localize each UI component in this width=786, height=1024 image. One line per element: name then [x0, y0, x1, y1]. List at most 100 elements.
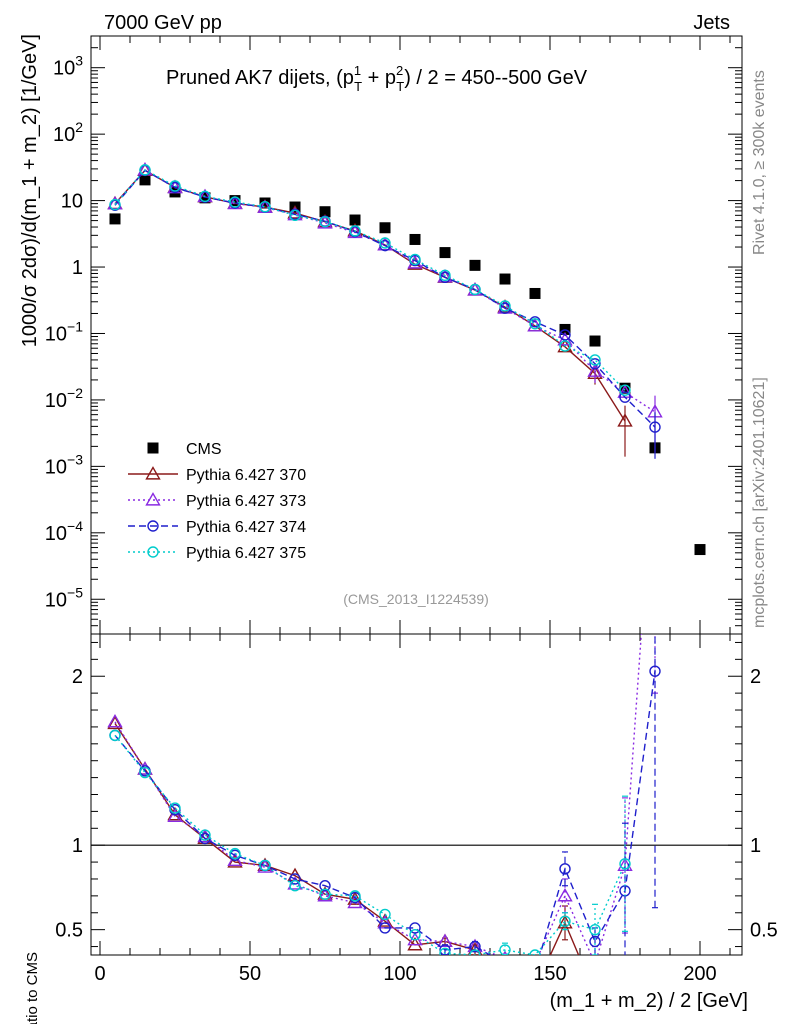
ratio-point: [349, 890, 361, 902]
data-point: [529, 287, 541, 299]
xtick-label: 100: [383, 963, 416, 985]
ratio-ytick-label-right: 0.5: [750, 920, 778, 942]
main-ytick-label: 10−5: [45, 584, 83, 611]
data-point: [349, 225, 361, 237]
ratio-point: [379, 908, 391, 921]
ratio-point: [529, 949, 541, 955]
legend-entry: Pythia 6.427 370: [128, 466, 306, 484]
ratio-point: [347, 891, 363, 905]
ratio-series-pythia-6-427-375: [109, 729, 631, 955]
data-point: [694, 544, 706, 556]
ratio-ytick-label-right: 1: [750, 835, 761, 857]
ratio-point: [469, 949, 481, 955]
ratio-point: [317, 887, 333, 902]
ratio-point: [319, 888, 331, 900]
ratio-point: [559, 915, 571, 927]
data-point: [589, 354, 601, 366]
ratio-ytick-label: 0.5: [55, 920, 83, 942]
ratio-point: [139, 766, 151, 779]
legend-marker: [145, 466, 161, 480]
ratio-point: [499, 965, 512, 976]
data-point: [289, 209, 301, 222]
data-point: [617, 413, 633, 427]
main-ytick-label: 102: [53, 119, 83, 146]
ratio-ytick-label-right: 2: [750, 666, 761, 688]
xtick-label: 50: [239, 963, 261, 985]
ratio-point: [229, 847, 241, 860]
title-sub1: T: [354, 79, 362, 94]
ratio-point: [502, 950, 508, 955]
legend-marker: [147, 520, 159, 532]
data-point: [587, 363, 603, 377]
data-point: [139, 174, 151, 186]
data-point: [499, 300, 511, 312]
data-point: [409, 233, 421, 245]
ratio-point: [499, 944, 511, 955]
ratio-point: [409, 929, 421, 941]
ratio-ylabel: Ratio to CMS: [24, 952, 41, 1024]
rivet-label: Rivet 4.1.0, ≥ 300k events: [751, 70, 768, 255]
data-point: [107, 196, 123, 210]
ratio-ytick-label: 1: [72, 835, 83, 857]
data-point: [199, 190, 211, 203]
data-point: [557, 338, 573, 353]
xtick-label: 200: [683, 963, 716, 985]
legend-entry: Pythia 6.427 373: [128, 492, 306, 510]
legend-entry: Pythia 6.427 374: [128, 519, 306, 536]
title-prefix: Pruned AK7 dijets, (p: [166, 67, 354, 89]
data-point: [589, 335, 601, 347]
legend-label: Pythia 6.427 375: [186, 545, 306, 562]
data-point: [379, 222, 391, 234]
data-point: [109, 198, 121, 211]
ratio-point: [437, 933, 453, 948]
series-line: [114, 169, 656, 428]
ratio-point: [199, 829, 211, 841]
data-point: [319, 206, 331, 218]
data-point: [469, 283, 481, 296]
series-pythia-6-427-370: [107, 162, 633, 457]
data-point: [229, 196, 241, 208]
series-pythia-6-427-373: [107, 161, 663, 453]
data-point: [499, 273, 511, 285]
ratio-point: [589, 923, 601, 936]
data-point: [109, 213, 121, 225]
ratio-point: [107, 713, 123, 728]
ratio-point: [167, 808, 183, 823]
legend: CMS Pythia 6.427 370 Pythia 6.427 373 Pythi…: [128, 441, 306, 562]
title-sup1: 1: [354, 63, 361, 78]
xtick-label: 0: [94, 963, 105, 985]
ratio-point: [169, 802, 181, 814]
data-point: [349, 214, 361, 226]
xlabel: (m_1 + m_2) / 2 [GeV]: [550, 990, 748, 1012]
ratio-point: [319, 880, 331, 892]
main-ytick-label: 10−1: [45, 318, 83, 345]
data-point: [319, 216, 331, 228]
ratio-line: [114, 671, 656, 955]
header-left: 7000 GeV pp: [104, 12, 222, 34]
data-point: [139, 164, 151, 176]
data-point: [619, 382, 631, 394]
ratio-axes: 0 50 100 150 200 0.5 0.5 1 1 2 2: [55, 634, 778, 985]
ratio-point: [619, 858, 631, 870]
ratio-point: [589, 935, 601, 948]
data-point: [559, 329, 571, 341]
ratio-point: [289, 880, 301, 892]
ratio-series-pythia-6-427-370: [107, 715, 580, 976]
data-point: [347, 224, 363, 239]
main-ytick-label: 10−4: [45, 518, 83, 545]
data-point: [619, 391, 631, 403]
ratio-series-pythia-6-427-373: [107, 634, 658, 955]
main-ytick-label: 103: [53, 53, 83, 80]
ratio-point: [227, 854, 243, 868]
data-point: [199, 192, 211, 204]
main-series: [107, 161, 706, 556]
main-title: Pruned AK7 dijets, (p1 T + p2 T) / 2 = 450…: [166, 63, 588, 94]
data-point: [439, 247, 451, 259]
series-line: [114, 168, 656, 413]
ratio-point: [469, 940, 481, 953]
mcplots-label: mcplots.cern.ch [arXiv:2401.10621]: [751, 377, 768, 628]
analysis-annotation: (CMS_2013_I1224539): [343, 591, 489, 607]
ratio-point: [557, 887, 573, 902]
